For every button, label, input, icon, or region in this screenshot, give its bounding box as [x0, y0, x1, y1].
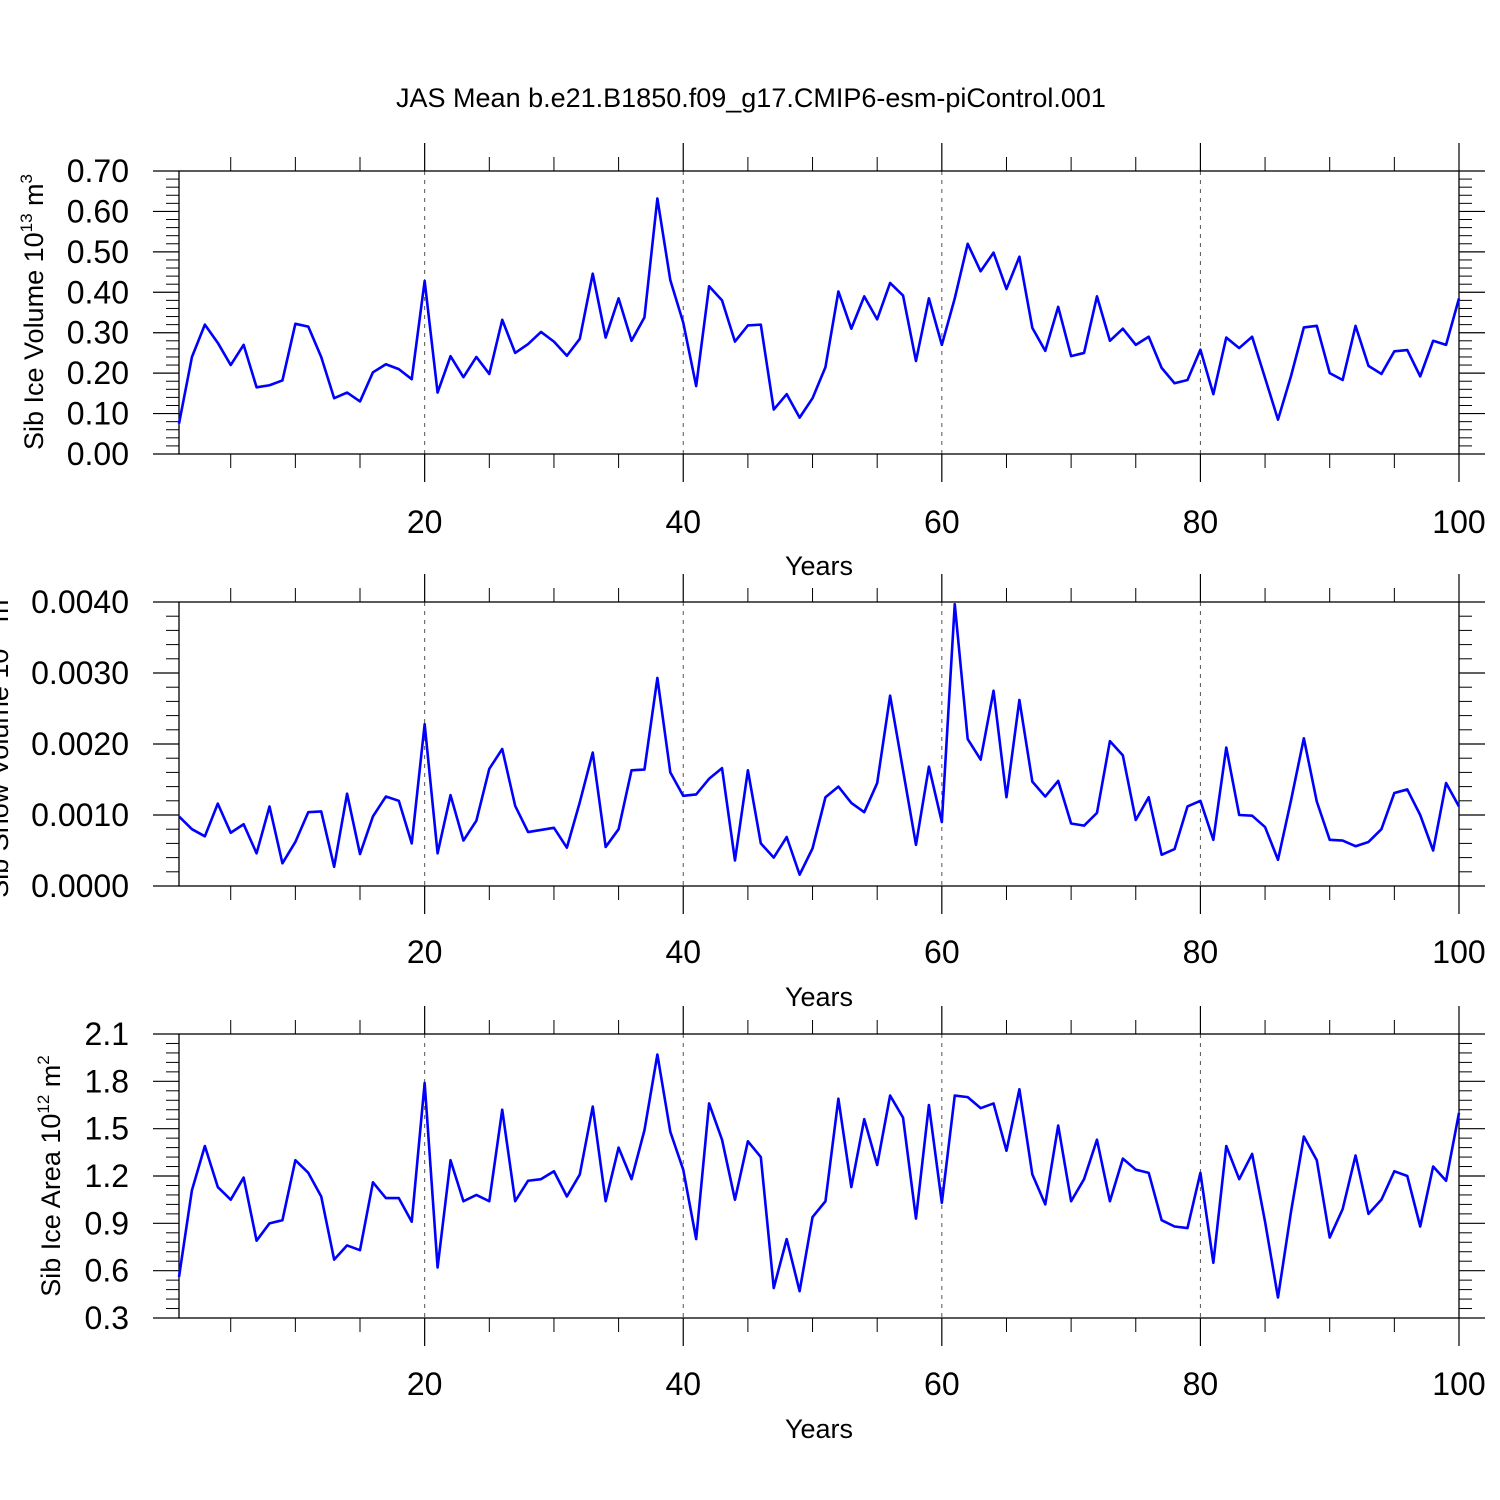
x-tick-label: 60	[924, 1366, 960, 1402]
y-tick-label: 0.6	[85, 1253, 129, 1289]
y-tick-label: 0.60	[67, 193, 129, 229]
y-tick-label: 1.5	[85, 1111, 129, 1147]
y-label-text: Sib Ice Volume 10	[19, 232, 49, 450]
y-tick-label: 2.1	[85, 1016, 129, 1052]
y-label-superscript: 3	[17, 174, 36, 183]
plot-frame	[178, 1033, 1460, 1319]
y-tick-label: 0.00	[67, 436, 129, 472]
y-axis-label: Sib Ice Area 1012 m2	[34, 1055, 66, 1297]
y-tick-label: 0.0030	[31, 655, 129, 691]
y-axis-label: Sib Snow Volume 1013 m3	[0, 590, 14, 898]
y-tick-label: 0.70	[67, 153, 129, 189]
x-tick-label: 100	[1432, 504, 1485, 540]
x-tick-label: 20	[407, 934, 443, 970]
x-tick-label: 100	[1432, 934, 1485, 970]
y-tick-label: 0.20	[67, 355, 129, 391]
x-tick-label: 40	[665, 1366, 701, 1402]
plot-frame	[178, 170, 1460, 455]
panels: 20 40 60 80 100 0.00 0.10 0.20 0.30 0.40 0.50 0.60 0…	[0, 143, 1486, 1444]
y-tick-label: 0.0010	[31, 797, 129, 833]
chart-panel-2: 20 40 60 80 100 0.0000 0.0010 0.0020 0.0030 0.004…	[0, 574, 1486, 1012]
y-label-superscript: 13	[0, 630, 1, 649]
x-tick-label: 80	[1183, 1366, 1219, 1402]
y-label-text: Sib Ice Area 10	[36, 1114, 66, 1297]
series-line	[178, 602, 1461, 876]
series-line	[177, 197, 1461, 424]
y-label-text: m	[0, 600, 14, 630]
y-label-superscript: 12	[34, 1095, 53, 1114]
x-axis-label: Years	[785, 982, 853, 1012]
y-tick-label: 0.3	[85, 1300, 129, 1336]
x-tick-label: 40	[665, 504, 701, 540]
x-tick-label: 40	[665, 934, 701, 970]
chart-panel-1: 20 40 60 80 100 0.00 0.10 0.20 0.30 0.40 0.50 0.60 0…	[17, 143, 1486, 581]
y-label-superscript: 2	[34, 1055, 53, 1064]
y-tick-label: 0.10	[67, 396, 129, 432]
y-tick-label: 0.40	[67, 274, 129, 310]
y-tick-label: 0.0000	[31, 868, 129, 904]
y-label-text: m	[36, 1065, 66, 1095]
chart-panel-3: 20 40 60 80 100 0.3 0.6 0.9 1.2 1.5 1.8 2.1 Years Sib…	[34, 1006, 1486, 1444]
y-tick-label: 0.9	[85, 1205, 129, 1241]
y-label-text: m	[19, 183, 49, 213]
plot-frame	[178, 601, 1460, 887]
y-tick-label: 1.2	[85, 1158, 129, 1194]
x-axis-label: Years	[785, 551, 853, 581]
x-tick-label: 20	[407, 1366, 443, 1402]
series-line	[177, 1053, 1461, 1299]
chart-title: JAS Mean b.e21.B1850.f09_g17.CMIP6-esm-p…	[396, 83, 1106, 113]
x-tick-label: 80	[1183, 934, 1219, 970]
y-label-text: Sib Snow Volume 10	[0, 649, 14, 898]
y-tick-label: 0.0040	[31, 584, 129, 620]
y-tick-label: 0.50	[67, 234, 129, 270]
y-tick-label: 0.0020	[31, 726, 129, 762]
x-tick-label: 100	[1432, 1366, 1485, 1402]
x-tick-label: 60	[924, 504, 960, 540]
y-tick-label: 1.8	[85, 1063, 129, 1099]
y-label-superscript: 13	[17, 213, 36, 232]
y-label-superscript: 3	[0, 590, 1, 599]
x-tick-label: 60	[924, 934, 960, 970]
x-tick-label: 80	[1183, 504, 1219, 540]
x-axis-label: Years	[785, 1414, 853, 1444]
x-tick-label: 20	[407, 504, 443, 540]
y-tick-label: 0.30	[67, 315, 129, 351]
y-axis-label: Sib Ice Volume 1013 m3	[17, 174, 49, 450]
